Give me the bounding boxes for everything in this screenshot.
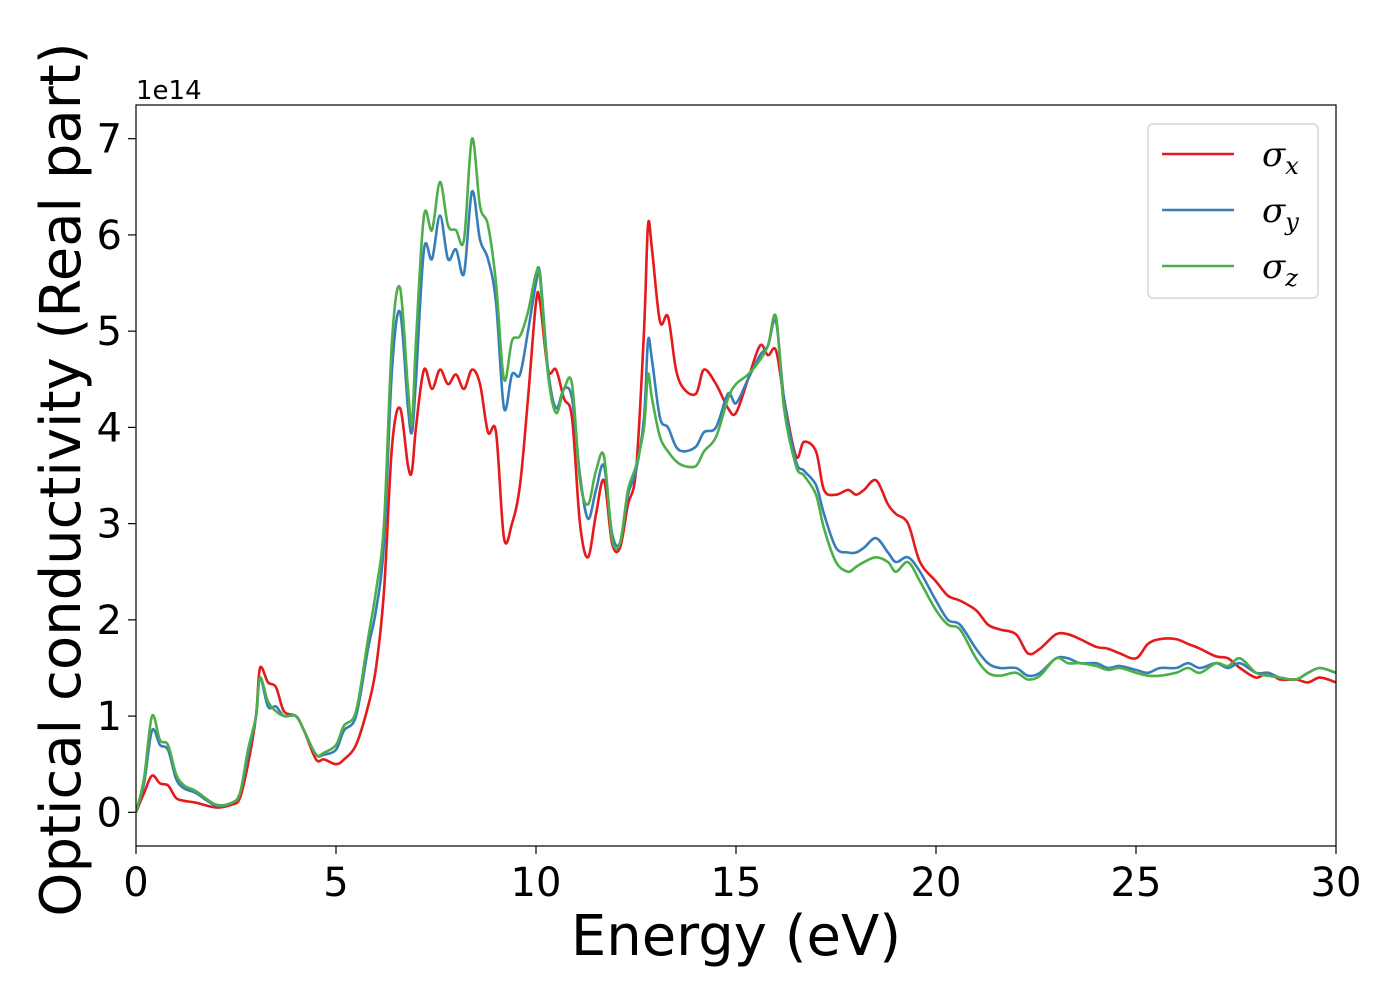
x-tick-label: 0 (123, 860, 148, 906)
y-axis: 0 1 2 3 4 5 6 7 (97, 117, 136, 836)
series-lines (136, 137, 1336, 813)
y-tick-label: 2 (97, 598, 122, 644)
legend-subscript: y (1284, 208, 1299, 236)
series-line-z (136, 137, 1336, 813)
legend-symbol: σ (1262, 191, 1286, 231)
y-tick-label: 3 (97, 502, 122, 548)
x-axis-label: Energy (eV) (571, 904, 901, 969)
y-tick-label: 7 (97, 117, 122, 163)
legend-symbol: σ (1262, 247, 1286, 287)
x-tick-label: 25 (1111, 860, 1162, 906)
x-axis: 0 5 10 15 20 25 30 (123, 846, 1361, 906)
legend-subscript: x (1285, 152, 1299, 180)
x-tick-label: 5 (323, 860, 348, 906)
x-tick-label: 20 (911, 860, 962, 906)
y-tick-label: 1 (97, 694, 122, 740)
legend-symbol: σ (1262, 135, 1286, 175)
x-tick-label: 30 (1311, 860, 1362, 906)
legend-subscript: z (1284, 264, 1298, 292)
y-tick-label: 5 (97, 309, 122, 355)
x-tick-label: 10 (511, 860, 562, 906)
x-tick-label: 15 (711, 860, 762, 906)
series-line-x (136, 219, 1336, 813)
legend-entry: σx (1262, 135, 1299, 180)
y-axis-label: Optical conductivity (Real part) (29, 42, 94, 916)
y-tick-label: 0 (97, 790, 122, 836)
y-offset-label: 1e14 (136, 76, 202, 106)
legend-entry: σz (1262, 247, 1298, 292)
y-tick-label: 6 (97, 213, 122, 259)
legend-entry: σy (1262, 191, 1299, 236)
y-tick-label: 4 (97, 405, 122, 451)
series-line-y (136, 190, 1336, 813)
